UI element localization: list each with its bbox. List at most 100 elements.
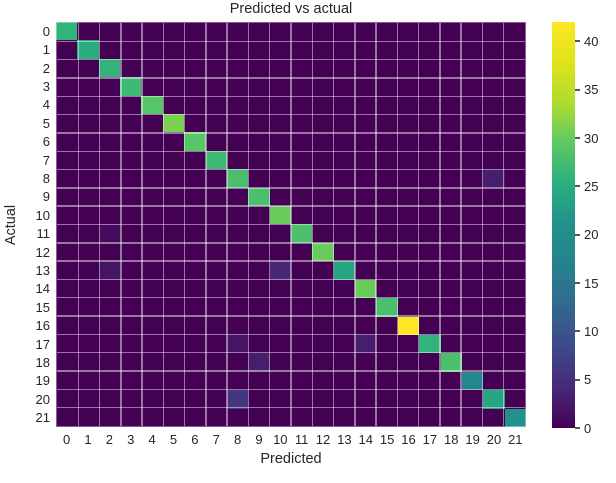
heatmap-cell [397, 77, 420, 96]
heatmap-cell [162, 353, 185, 372]
heatmap-cell [419, 353, 441, 372]
heatmap-cell [162, 58, 185, 78]
heatmap-cell [312, 316, 334, 335]
heatmap-cell [290, 224, 313, 243]
heatmap-cell [56, 40, 78, 59]
heatmap-cell [461, 150, 484, 170]
heatmap-cell [355, 390, 377, 409]
heatmap-cell [461, 77, 484, 96]
heatmap-cell [269, 95, 291, 115]
heatmap-cell [290, 58, 313, 78]
heatmap-cell [397, 242, 420, 262]
heatmap-cell [162, 169, 185, 188]
colorbar-tick-label: 40 [584, 33, 599, 49]
heatmap-cell [440, 187, 462, 207]
heatmap-cell [184, 224, 206, 243]
heatmap-cell [120, 353, 142, 372]
heatmap-cell [290, 132, 313, 151]
heatmap-cell [355, 132, 377, 151]
heatmap-cell [98, 242, 121, 262]
heatmap-cell [205, 22, 227, 41]
heatmap-cell [120, 390, 142, 409]
heatmap-cell [419, 77, 441, 96]
heatmap-cell [77, 169, 99, 188]
heatmap-cell [355, 206, 377, 225]
heatmap-cell [98, 187, 121, 207]
heatmap-cell [483, 187, 505, 207]
heatmap-cell [205, 261, 227, 280]
heatmap-cell [205, 298, 227, 317]
heatmap-cell [333, 77, 356, 96]
heatmap-cell [77, 114, 99, 133]
heatmap-cell [98, 150, 121, 170]
heatmap-cell [397, 40, 420, 59]
colorbar [552, 22, 575, 428]
heatmap-cell [77, 77, 99, 96]
heatmap-cell [312, 40, 334, 59]
y-tick-label: 18 [35, 355, 50, 371]
heatmap-cell [290, 408, 313, 427]
heatmap-cell [226, 150, 249, 170]
heatmap-cell [376, 22, 398, 41]
heatmap-cell [226, 316, 249, 335]
heatmap-cell [440, 132, 462, 151]
heatmap-cell [269, 132, 291, 151]
heatmap-cell [162, 334, 185, 354]
heatmap-cell [184, 150, 206, 170]
heatmap-cell [77, 40, 99, 59]
heatmap-cell [504, 353, 526, 372]
y-tick-label: 2 [42, 60, 50, 76]
heatmap-cell [483, 150, 505, 170]
heatmap-cell [162, 408, 185, 427]
page-title: Predicted vs actual [229, 1, 353, 17]
heatmap-cell [290, 298, 313, 317]
heatmap-cell [504, 169, 526, 188]
heatmap-cell [355, 408, 377, 427]
heatmap-cell [56, 206, 78, 225]
heatmap-cell [419, 298, 441, 317]
heatmap-cell [184, 261, 206, 280]
heatmap-cell [98, 95, 121, 115]
heatmap-cell [440, 371, 462, 391]
heatmap-cell [376, 316, 398, 335]
heatmap-cell [397, 187, 420, 207]
heatmap-cell [141, 58, 163, 78]
heatmap-cell [376, 408, 398, 427]
heatmap-cell [419, 95, 441, 115]
heatmap-cell [141, 95, 163, 115]
heatmap-cell [290, 77, 313, 96]
heatmap-cell [483, 316, 505, 335]
heatmap-cell [333, 390, 356, 409]
heatmap-cell [98, 371, 121, 391]
heatmap-cell [120, 206, 142, 225]
heatmap-cell [120, 334, 142, 354]
heatmap-cell [376, 114, 398, 133]
heatmap-cell [440, 206, 462, 225]
heatmap-cell [376, 58, 398, 78]
y-tick-label: 15 [35, 299, 50, 315]
heatmap-cell [98, 353, 121, 372]
heatmap-cell [269, 187, 291, 207]
heatmap-cell [226, 334, 249, 354]
heatmap-cell [226, 169, 249, 188]
x-tick-label: 19 [465, 432, 480, 447]
heatmap-cell [440, 353, 462, 372]
heatmap-cell [205, 114, 227, 133]
heatmap-cell [205, 187, 227, 207]
heatmap-cell [205, 224, 227, 243]
heatmap-cell [419, 316, 441, 335]
x-tick-label: 4 [148, 432, 156, 447]
heatmap-cell [269, 58, 291, 78]
x-tick-label: 3 [127, 432, 135, 447]
heatmap-cell [483, 77, 505, 96]
colorbar-tick-label: 25 [584, 178, 599, 194]
heatmap-cell [440, 224, 462, 243]
heatmap-cell [120, 187, 142, 207]
colorbar-tick [575, 88, 580, 91]
heatmap-cell [184, 390, 206, 409]
heatmap-cell [120, 316, 142, 335]
heatmap-cell [333, 261, 356, 280]
heatmap-cell [141, 371, 163, 391]
heatmap-cell [440, 40, 462, 59]
